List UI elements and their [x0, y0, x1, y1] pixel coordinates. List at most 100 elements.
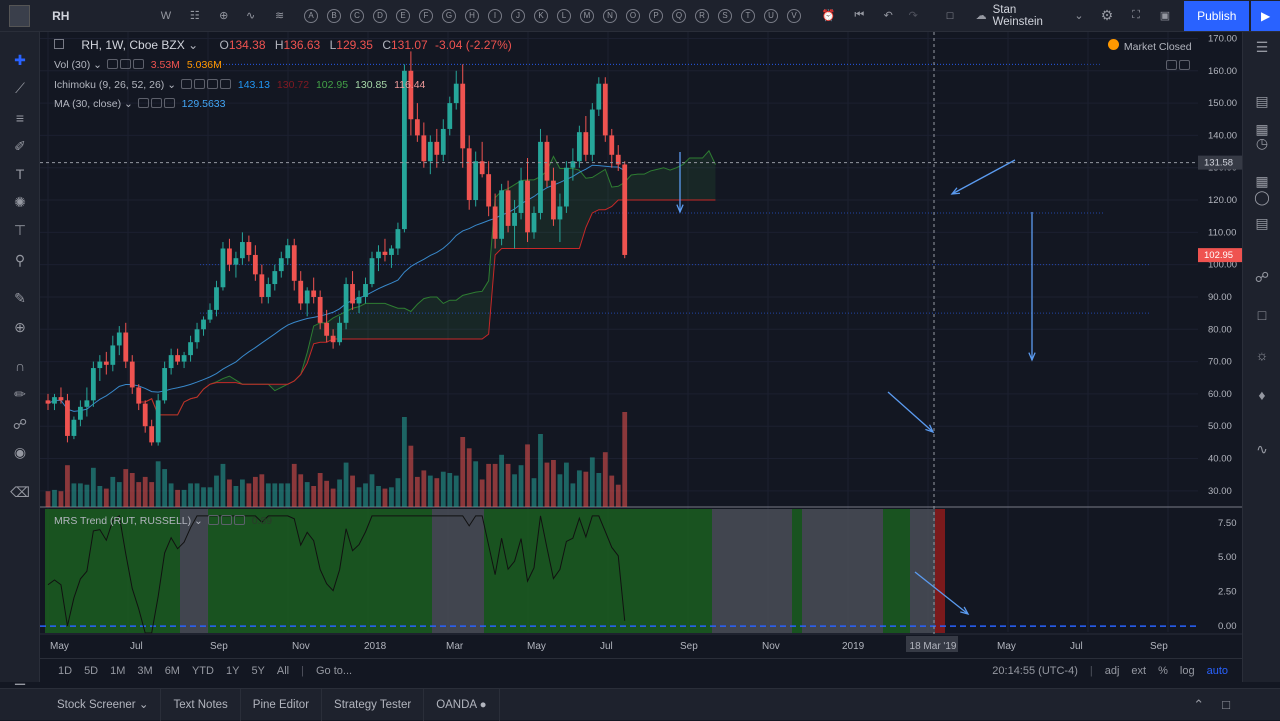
fullscreen-icon[interactable]: ⛶	[1132, 9, 1140, 21]
redo-icon[interactable]: ↷	[908, 10, 918, 22]
layout-icon[interactable]: □	[946, 9, 954, 22]
hotlist-icon[interactable]: ☍	[1254, 269, 1270, 285]
ma-legend[interactable]: MA (30, close) ⌄ 129.5633	[54, 98, 226, 110]
alert-icon[interactable]: ⏰	[821, 10, 836, 22]
lock-icon[interactable]: ☍	[12, 416, 28, 432]
trash-icon[interactable]: ⌫	[10, 484, 30, 500]
interval-button[interactable]: W	[160, 9, 172, 22]
chevron-down-icon[interactable]: ⌄	[188, 38, 199, 52]
ideas-icon[interactable]: ☼	[1255, 347, 1269, 363]
symbol-title[interactable]: RH, 1W, Cboe BZX	[81, 38, 185, 52]
play-icon[interactable]: ▶	[1251, 0, 1280, 31]
publish-button[interactable]: Publish	[1184, 0, 1250, 31]
clock-icon[interactable]: ◷	[1255, 135, 1269, 151]
camera-icon[interactable]: ▣	[1159, 10, 1171, 22]
compare-slot-n[interactable]: N	[603, 8, 617, 23]
crosshair-icon[interactable]: ✚	[14, 52, 26, 68]
price-chart[interactable]: 170.00160.00150.00140.00130.00120.00110.…	[40, 32, 1242, 658]
pane-controls[interactable]	[1164, 60, 1190, 72]
maximize-panel-icon[interactable]: □	[1222, 697, 1230, 712]
news-icon[interactable]: ▤	[1255, 215, 1269, 231]
minimize-pane-icon[interactable]	[1166, 60, 1177, 70]
pattern-icon[interactable]: ✺	[14, 194, 26, 210]
clock[interactable]: 20:14:55 (UTC-4)	[992, 664, 1078, 677]
eye-icon[interactable]	[207, 515, 219, 525]
scale-option-auto[interactable]: auto	[1206, 664, 1228, 677]
compare-slot-k[interactable]: K	[534, 8, 548, 23]
panel-tab-text-notes[interactable]: Text Notes	[161, 688, 241, 721]
eye-icon[interactable]	[137, 98, 149, 108]
layout-name[interactable]: Stan Weinstein	[992, 3, 1043, 28]
grid-icon[interactable]: ▦	[1255, 173, 1269, 189]
bar-style-icon[interactable]: ☷	[189, 10, 200, 22]
close-icon[interactable]	[132, 59, 144, 69]
zoom-in-icon[interactable]: ⊕	[14, 319, 26, 335]
avatar[interactable]	[9, 4, 31, 27]
scale-option-percent[interactable]: %	[1158, 664, 1168, 677]
compare-slot-t[interactable]: T	[741, 8, 755, 23]
mrs-legend[interactable]: MRS Trend (RUT, RUSSELL) ⌄ 0.89	[54, 515, 273, 527]
compare-slot-u[interactable]: U	[764, 8, 778, 23]
bulb-icon[interactable]: ◯	[1254, 189, 1270, 205]
gear-icon[interactable]	[119, 59, 131, 69]
compare-slot-f[interactable]: F	[419, 8, 433, 23]
prediction-icon[interactable]: ⊤	[13, 222, 27, 238]
list-icon[interactable]: ▤	[1255, 93, 1269, 109]
bell-icon[interactable]: ♦	[1258, 387, 1266, 403]
brush-icon[interactable]: ✐	[14, 138, 26, 154]
magnet-icon[interactable]: ∩	[14, 358, 26, 374]
compare-slot-s[interactable]: S	[718, 8, 732, 23]
gear-icon[interactable]: ⚙	[1100, 7, 1114, 23]
range-5y[interactable]: 5Y	[251, 664, 265, 677]
symbol-search[interactable]: RH	[52, 8, 70, 23]
cloud-icon[interactable]: ☁	[975, 10, 987, 22]
goto-button[interactable]: Go to...	[316, 664, 353, 677]
range-ytd[interactable]: YTD	[191, 664, 214, 677]
range-1m[interactable]: 1M	[110, 664, 126, 677]
chevron-down-icon[interactable]: ⌄	[1074, 10, 1084, 22]
range-1y[interactable]: 1Y	[225, 664, 240, 677]
gear-icon[interactable]	[193, 79, 205, 89]
compare-slot-e[interactable]: E	[396, 8, 410, 23]
text-icon[interactable]: T	[15, 166, 25, 182]
panel-tab-oanda[interactable]: OANDA ●	[424, 688, 500, 721]
range-3m[interactable]: 3M	[137, 664, 153, 677]
close-icon[interactable]	[206, 79, 218, 89]
watchlist-icon[interactable]: ☰	[1255, 39, 1269, 55]
more-icon[interactable]	[219, 79, 231, 89]
compare-slot-d[interactable]: D	[373, 8, 387, 23]
compare-slot-j[interactable]: J	[511, 8, 525, 23]
compare-slot-r[interactable]: R	[695, 8, 709, 23]
compare-slot-c[interactable]: C	[350, 8, 364, 23]
scale-option-ext[interactable]: ext	[1131, 664, 1147, 677]
calendar-icon[interactable]: ▦	[1255, 121, 1269, 137]
range-all[interactable]: All	[276, 664, 290, 677]
compare-slot-p[interactable]: P	[649, 8, 663, 23]
panel-tab-stock-screener[interactable]: Stock Screener ⌄	[45, 688, 162, 721]
zoom-icon[interactable]: ⚲	[14, 252, 26, 268]
maximize-pane-icon[interactable]	[1179, 60, 1190, 70]
trendline-icon[interactable]: ⟋	[15, 80, 25, 96]
ruler-icon[interactable]: ✎	[14, 290, 26, 306]
replay-icon[interactable]: ⏮	[854, 9, 865, 21]
compare-slot-q[interactable]: Q	[672, 8, 686, 23]
panel-tab-pine-editor[interactable]: Pine Editor	[241, 688, 323, 721]
panel-tab-strategy-tester[interactable]: Strategy Tester	[322, 688, 425, 721]
chart-area[interactable]: 170.00160.00150.00140.00130.00120.00110.…	[40, 32, 1242, 661]
scale-option-adj[interactable]: adj	[1104, 664, 1120, 677]
stay-drawing-icon[interactable]: ✏	[14, 386, 26, 402]
indicators-icon[interactable]: ∿	[246, 10, 256, 22]
gear-icon[interactable]	[150, 98, 162, 108]
scale-option-log[interactable]: log	[1179, 664, 1195, 677]
gear-icon[interactable]	[220, 515, 232, 525]
undo-icon[interactable]: ↶	[883, 10, 893, 22]
eye-icon[interactable]: ◉	[13, 444, 27, 460]
compare-slot-g[interactable]: G	[442, 8, 456, 23]
volume-legend[interactable]: Vol (30) ⌄ 3.53M 5.036M	[54, 59, 222, 71]
eye-icon[interactable]	[180, 79, 192, 89]
chat-icon[interactable]: □	[1257, 307, 1267, 323]
templates-icon[interactable]: ≋	[274, 10, 285, 22]
ichimoku-legend[interactable]: Ichimoku (9, 26, 52, 26) ⌄ 143.13 130.72…	[54, 79, 426, 91]
close-icon[interactable]	[233, 515, 245, 525]
range-6m[interactable]: 6M	[164, 664, 180, 677]
